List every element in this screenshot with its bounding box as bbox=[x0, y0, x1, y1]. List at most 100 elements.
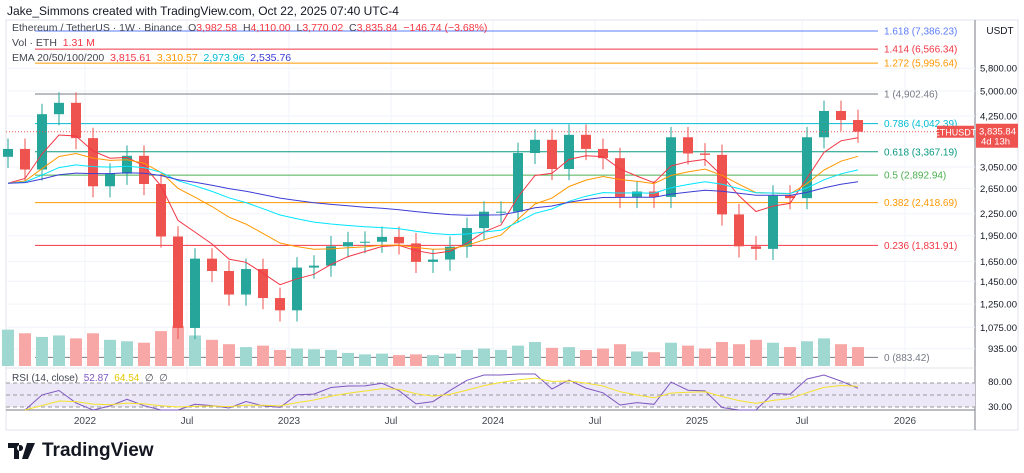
volume-bar bbox=[223, 344, 235, 366]
volume-bar bbox=[852, 347, 864, 366]
candle-body bbox=[105, 173, 115, 187]
candle-body bbox=[734, 214, 744, 247]
volume-bar bbox=[682, 345, 694, 366]
candle-body bbox=[122, 155, 132, 174]
candle-body bbox=[309, 265, 319, 268]
close-value: 3,835.84 bbox=[356, 22, 398, 34]
l-label: L bbox=[296, 22, 303, 34]
fib-level-label: 0 (883.42) bbox=[884, 353, 930, 364]
volume-bar bbox=[36, 336, 48, 366]
candle-body bbox=[666, 137, 676, 197]
candle-body bbox=[581, 134, 591, 149]
volume-bar bbox=[291, 348, 303, 366]
volume-bar bbox=[53, 335, 65, 366]
candle-body bbox=[292, 267, 302, 311]
y-tick-label: 1,450.00 bbox=[980, 277, 1017, 288]
rsi-value: 52.87 bbox=[83, 373, 109, 384]
last-price-tag bbox=[976, 123, 1018, 148]
fib-level-label: 0.786 (4,042.39) bbox=[884, 119, 957, 130]
volume-bar bbox=[563, 347, 575, 366]
x-tick-label: 2024 bbox=[482, 416, 505, 427]
rsi-ma-line bbox=[24, 377, 859, 411]
volume-bar bbox=[410, 354, 422, 366]
symbol-legend: Ethereum / TetherUS · 1W · Binance O3,98… bbox=[12, 22, 487, 34]
volume-bar bbox=[172, 326, 184, 366]
ema-legend: EMA 20/50/100/200 3,815.61 3,310.57 2,97… bbox=[12, 52, 291, 64]
volume-bar bbox=[495, 350, 507, 366]
candle-body bbox=[530, 139, 540, 154]
volume-bar bbox=[699, 348, 711, 366]
rsi-na-1: ∅ bbox=[144, 373, 154, 384]
volume-bar bbox=[478, 348, 490, 366]
rsi-tick-label: 80.00 bbox=[988, 377, 1012, 388]
low-value: 3,770.02 bbox=[302, 22, 344, 34]
candle-body bbox=[139, 155, 149, 185]
volume-bar bbox=[308, 349, 320, 366]
rsi-ma-value: 64.54 bbox=[114, 373, 140, 384]
volume-bar bbox=[512, 345, 524, 366]
volume-bar bbox=[648, 352, 660, 366]
candle-body bbox=[37, 114, 47, 170]
volume-bar bbox=[529, 342, 541, 366]
volume-bar bbox=[750, 339, 762, 366]
candle-body bbox=[275, 298, 285, 311]
change-value: −146.74 (−3.68%) bbox=[403, 22, 488, 34]
last-price-label: 3,835.84 bbox=[979, 127, 1016, 138]
candle-body bbox=[547, 139, 557, 170]
y-tick-label: 1,650.00 bbox=[980, 257, 1017, 268]
candle-body bbox=[377, 236, 387, 242]
volume-bar bbox=[240, 347, 252, 366]
candle-body bbox=[785, 195, 795, 199]
y-tick-label: 4,250.00 bbox=[980, 111, 1017, 122]
rsi-label: RSI (14, close) bbox=[12, 373, 79, 384]
y-tick-label: 1,250.00 bbox=[980, 300, 1017, 311]
volume-bar bbox=[2, 329, 14, 366]
candle-body bbox=[88, 138, 98, 187]
fib-level-label: 0.236 (1,831.91) bbox=[884, 241, 957, 252]
y-tick-label: 2,250.00 bbox=[980, 209, 1017, 220]
candle-body bbox=[683, 137, 693, 154]
y-tick-label: 3,050.00 bbox=[980, 162, 1017, 173]
high-value: 4,110.00 bbox=[250, 22, 291, 34]
volume-bar bbox=[121, 341, 133, 366]
currency-label: USDT bbox=[986, 26, 1013, 37]
open-value: 3,982.58 bbox=[196, 22, 238, 34]
candle-body bbox=[700, 153, 710, 155]
candle-body bbox=[241, 269, 251, 295]
candle-body bbox=[836, 110, 846, 121]
volume-bar bbox=[325, 350, 337, 366]
x-tick-label: Jul bbox=[385, 416, 398, 427]
ema200-value: 2,535.76 bbox=[250, 52, 292, 64]
volume-bar bbox=[784, 347, 796, 366]
volume-bar bbox=[376, 353, 388, 366]
candle-body bbox=[751, 246, 761, 249]
fib-level-label: 1.414 (6,566.34) bbox=[884, 45, 957, 56]
candle-body bbox=[479, 211, 489, 229]
x-tick-label: 2025 bbox=[686, 416, 709, 427]
ema100-line bbox=[7, 164, 859, 236]
ema20-value: 3,815.61 bbox=[110, 52, 151, 64]
volume-bar bbox=[70, 338, 82, 366]
candle-body bbox=[3, 148, 13, 157]
candle-body bbox=[598, 148, 608, 159]
x-tick-label: 2026 bbox=[894, 416, 917, 427]
vol-label: Vol · ETH bbox=[12, 37, 57, 49]
candle-body bbox=[445, 246, 455, 260]
tradingview-logo-icon bbox=[8, 443, 35, 459]
volume-bar bbox=[461, 350, 473, 366]
candle-body bbox=[71, 102, 81, 139]
y-tick-label: 5,000.00 bbox=[980, 87, 1017, 98]
tradingview-logo[interactable]: TradingView bbox=[8, 440, 154, 462]
fib-level-label: 1 (4,902.46) bbox=[884, 90, 938, 101]
fib-level-label: 0.382 (2,418.69) bbox=[884, 198, 957, 209]
volume-bar bbox=[835, 344, 847, 366]
candle-body bbox=[819, 110, 829, 138]
ema50-value: 3,310.57 bbox=[156, 52, 198, 64]
volume-bar bbox=[546, 347, 558, 366]
y-tick-label: 2,650.00 bbox=[980, 184, 1017, 195]
candle-body bbox=[632, 191, 642, 197]
candle-body bbox=[853, 120, 863, 132]
volume-bar bbox=[580, 350, 592, 366]
